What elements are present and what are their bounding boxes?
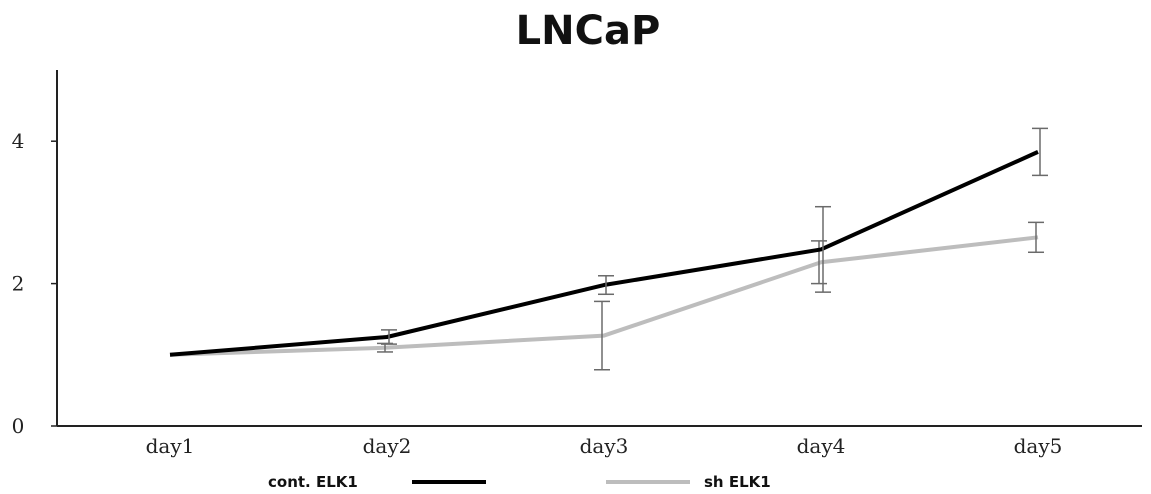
legend-item-cont-elk1: cont. ELK1 xyxy=(268,473,486,491)
error-bar xyxy=(1028,221,1044,254)
x-tick-label: day4 xyxy=(797,434,846,458)
error-bar xyxy=(598,275,614,296)
x-tick-label: day5 xyxy=(1014,434,1063,458)
legend-label-sh-elk1: sh ELK1 xyxy=(704,473,771,491)
axes xyxy=(56,70,1142,427)
series-line xyxy=(169,235,1039,357)
x-tick-label: day2 xyxy=(363,434,412,458)
x-ticks: day1 day2 day3 day4 day5 xyxy=(146,434,1063,458)
x-tick-label: day1 xyxy=(146,434,195,458)
legend-label-cont-elk1: cont. ELK1 xyxy=(268,473,358,491)
error-bar xyxy=(381,329,397,345)
chart-title: LNCaP xyxy=(516,8,661,54)
y-tick-label: 2 xyxy=(12,272,25,296)
error-bar xyxy=(1032,127,1048,177)
error-bar xyxy=(815,205,831,293)
error-bar xyxy=(594,300,610,371)
x-tick-label: day3 xyxy=(580,434,629,458)
y-tick-label: 4 xyxy=(12,129,25,153)
series-line xyxy=(169,150,1039,357)
series-layer xyxy=(169,127,1048,371)
legend: cont. ELK1 sh ELK1 xyxy=(268,473,771,491)
series-0 xyxy=(169,127,1048,357)
legend-item-sh-elk1: sh ELK1 xyxy=(606,473,771,491)
series-1 xyxy=(169,221,1044,371)
y-tick-label: 0 xyxy=(12,414,25,438)
y-ticks: 0 2 4 xyxy=(12,129,57,438)
